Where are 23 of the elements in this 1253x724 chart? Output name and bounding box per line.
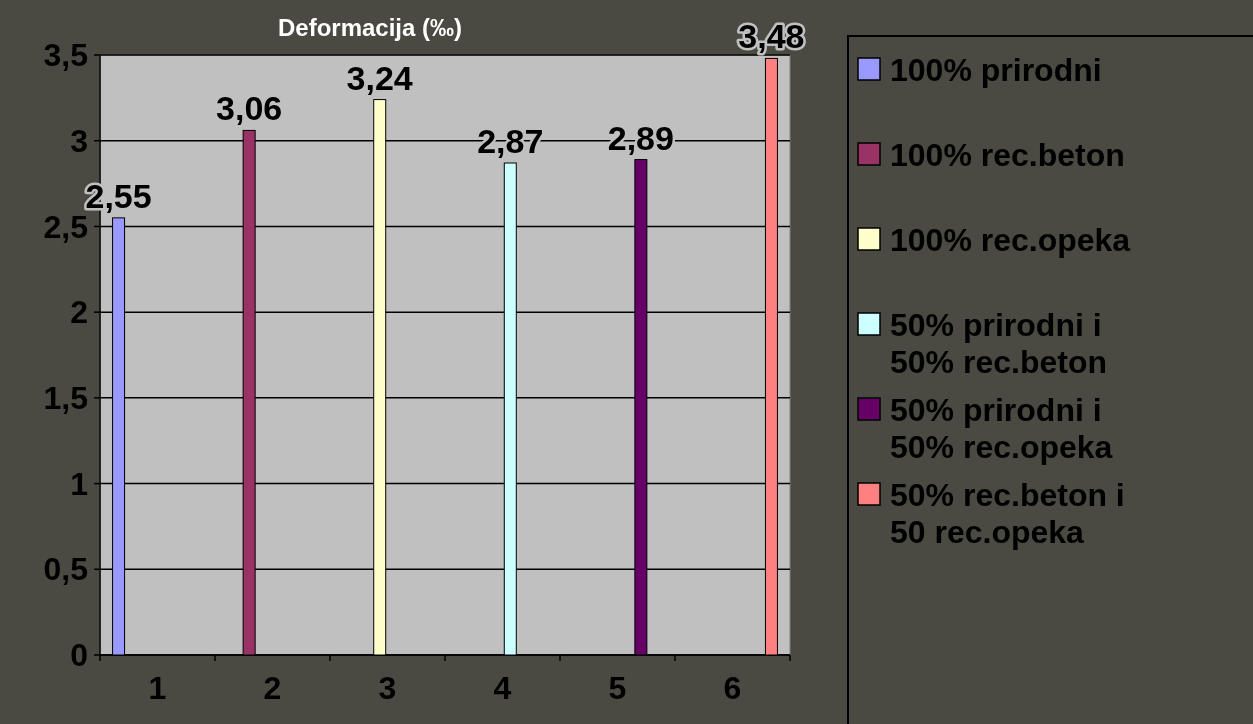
legend-label: 100% rec.beton: [890, 137, 1125, 174]
x-tick-label: 5: [608, 670, 627, 706]
data-label: 3,48: [738, 17, 805, 56]
y-tick-label: 0: [70, 637, 88, 674]
x-tick-label: 1: [148, 670, 167, 706]
chart-title: Deformacija (‰): [277, 14, 463, 41]
legend-label: 50% prirodni i 50% rec.beton: [890, 307, 1107, 380]
y-tick-label: 2: [70, 294, 88, 331]
legend-label: 50% rec.beton i 50 rec.opeka: [890, 477, 1125, 550]
y-tick-label: 3,5: [43, 37, 88, 74]
x-tick-label: 4: [493, 670, 512, 706]
y-tick-label: 1: [70, 465, 88, 502]
x-tick-label: 3: [378, 670, 397, 706]
y-tick-label: 1,5: [43, 380, 88, 417]
x-tick-label: 2: [263, 670, 282, 706]
legend-label: 100% rec.opeka: [890, 222, 1131, 259]
y-tick-label: 3: [70, 122, 88, 159]
y-tick-label: 0,5: [43, 551, 88, 588]
data-label: 3,06: [216, 89, 283, 128]
legend-label: 100% prirodni: [890, 52, 1102, 89]
legend-label: 50% prirodni i 50% rec.opeka: [890, 392, 1113, 465]
x-tick-label: 6: [723, 670, 742, 706]
data-label: 3,24: [346, 58, 413, 97]
